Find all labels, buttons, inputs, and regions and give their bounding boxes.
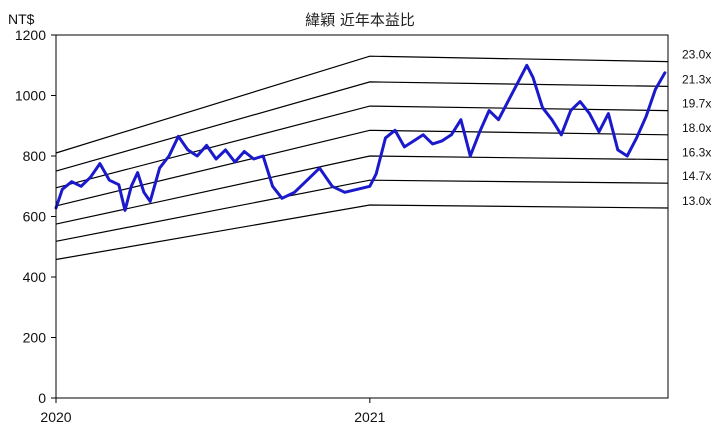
pe-band-label: 13.0x xyxy=(682,194,711,208)
axes: 0 200 400 600 800 1000 1200 2020 2021 xyxy=(15,27,669,425)
y-tick-label: 1000 xyxy=(15,88,46,104)
band-labels: 23.0x 21.3x 19.7x 18.0x 16.3x 14.7x 13.0x xyxy=(682,48,711,208)
pe-band-label: 19.7x xyxy=(682,97,711,111)
pe-bands xyxy=(55,55,669,261)
price-series-line xyxy=(54,63,667,212)
pe-band-line xyxy=(55,179,669,242)
y-tick-label: 400 xyxy=(23,269,47,285)
pe-band-label: 16.3x xyxy=(682,146,711,160)
pe-band-line xyxy=(55,55,669,154)
pe-band-line xyxy=(55,81,669,172)
y-tick-label: 0 xyxy=(38,390,46,406)
y-tick-label: 200 xyxy=(23,330,47,346)
pe-band-label: 23.0x xyxy=(682,48,711,62)
y-tick-label: 1200 xyxy=(15,27,46,43)
pe-band-line xyxy=(55,129,669,207)
pe-band-line xyxy=(55,155,669,225)
x-tick-label: 2020 xyxy=(40,409,71,425)
pe-band-label: 18.0x xyxy=(682,121,711,135)
plot-frame xyxy=(55,34,669,399)
pe-band-label: 14.7x xyxy=(682,169,711,183)
y-tick-label: 800 xyxy=(23,148,47,164)
pe-band-line xyxy=(55,204,669,261)
y-axis-unit-label: NT$ xyxy=(8,11,35,27)
pe-band-label: 21.3x xyxy=(682,72,711,86)
y-tick-label: 600 xyxy=(23,209,47,225)
x-tick-label: 2021 xyxy=(354,409,385,425)
price-series-group xyxy=(54,63,667,212)
chart-title: 緯穎 近年本益比 xyxy=(305,11,415,29)
pe-band-line xyxy=(55,105,669,189)
